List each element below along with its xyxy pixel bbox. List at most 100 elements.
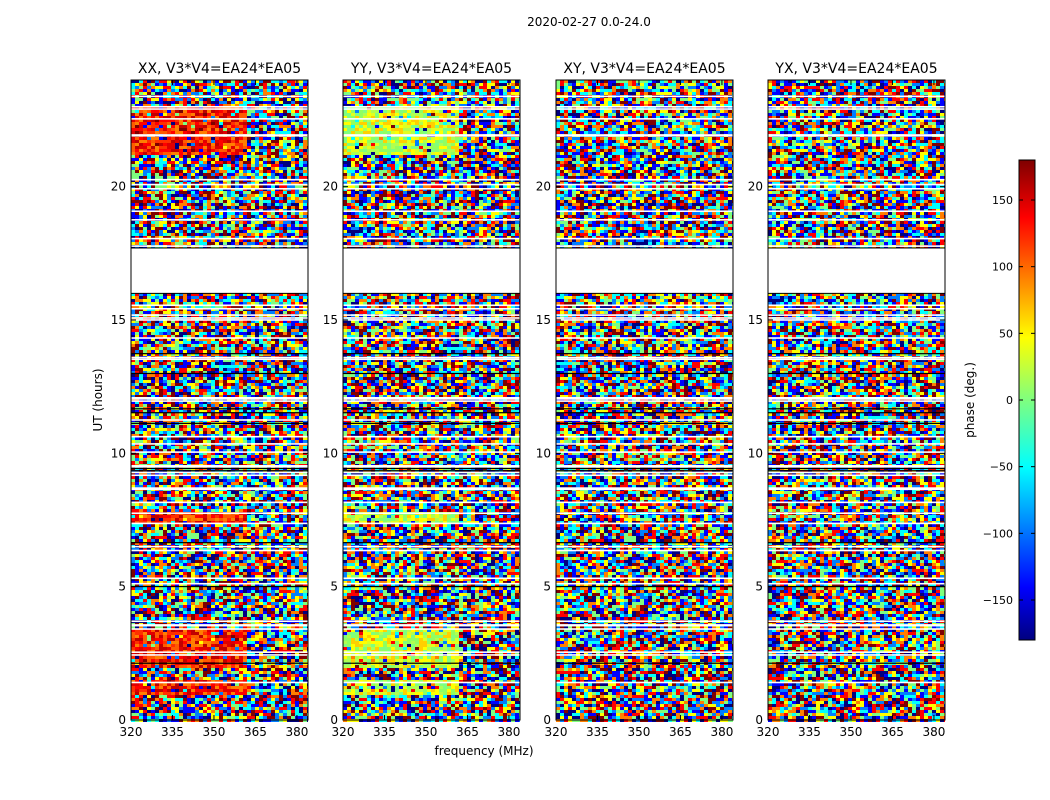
- heatmap-cell: [179, 158, 183, 161]
- heatmap-cell: [151, 143, 155, 146]
- heatmap-cell: [199, 359, 203, 362]
- heatmap-cell: [135, 185, 139, 188]
- heatmap-cell: [227, 320, 231, 323]
- heatmap-cell: [195, 344, 199, 347]
- heatmap-cell: [151, 206, 155, 209]
- heatmap-cell: [183, 323, 187, 326]
- heatmap-cell: [239, 113, 243, 116]
- heatmap-cell: [163, 335, 167, 338]
- heatmap-cell: [187, 110, 191, 113]
- heatmap-cell: [151, 86, 155, 89]
- heatmap-cell: [267, 164, 271, 167]
- heatmap-cell: [139, 200, 143, 203]
- heatmap-cell: [163, 377, 167, 380]
- heatmap-cell: [295, 383, 299, 386]
- heatmap-cell: [203, 341, 207, 344]
- heatmap-cell: [187, 341, 191, 344]
- heatmap-cell: [263, 293, 267, 296]
- heatmap-cell: [219, 296, 223, 299]
- heatmap-cell: [247, 119, 251, 122]
- heatmap-cell: [303, 119, 307, 122]
- heatmap-cell: [143, 368, 147, 371]
- heatmap-cell: [223, 311, 227, 314]
- heatmap-cell: [231, 164, 235, 167]
- heatmap-cell: [191, 395, 195, 398]
- heatmap-cell: [287, 152, 291, 155]
- heatmap-cell: [187, 305, 191, 308]
- heatmap-cell: [159, 362, 163, 365]
- heatmap-cell: [207, 122, 211, 125]
- heatmap-cell: [303, 326, 307, 329]
- heatmap-cell: [223, 185, 227, 188]
- heatmap-cell: [303, 167, 307, 170]
- heatmap-cell: [243, 323, 247, 326]
- heatmap-cell: [163, 353, 167, 356]
- heatmap-cell: [183, 176, 187, 179]
- heatmap-cell: [267, 101, 271, 104]
- heatmap-cell: [227, 359, 231, 362]
- heatmap-cell: [275, 182, 279, 185]
- heatmap-cell: [283, 104, 287, 107]
- heatmap-cell: [303, 362, 307, 365]
- heatmap-cell: [227, 386, 231, 389]
- heatmap-cell: [271, 215, 275, 218]
- heatmap-cell: [187, 239, 191, 242]
- heatmap-cell: [283, 353, 287, 356]
- heatmap-cell: [275, 152, 279, 155]
- heatmap-cell: [175, 140, 179, 143]
- heatmap-cell: [135, 89, 139, 92]
- heatmap-cell: [175, 200, 179, 203]
- heatmap-cell: [223, 80, 227, 83]
- heatmap-cell: [151, 236, 155, 239]
- heatmap-cell: [239, 329, 243, 332]
- heatmap-cell: [171, 83, 175, 86]
- heatmap-cell: [247, 236, 251, 239]
- heatmap-cell: [167, 320, 171, 323]
- heatmap-cell: [183, 344, 187, 347]
- heatmap-cell: [203, 224, 207, 227]
- heatmap-cell: [167, 332, 171, 335]
- heatmap-cell: [271, 116, 275, 119]
- heatmap-cell: [247, 323, 251, 326]
- heatmap-cell: [255, 305, 259, 308]
- heatmap-cell: [167, 158, 171, 161]
- heatmap-cell: [295, 119, 299, 122]
- heatmap-cell: [263, 392, 267, 395]
- heatmap-cell: [283, 230, 287, 233]
- heatmap-cell: [287, 215, 291, 218]
- heatmap-cell: [151, 200, 155, 203]
- heatmap-cell: [171, 125, 175, 128]
- heatmap-cell: [183, 98, 187, 101]
- heatmap-cell: [167, 170, 171, 173]
- heatmap-cell: [207, 392, 211, 395]
- heatmap-cell: [235, 368, 239, 371]
- heatmap-cell: [231, 143, 235, 146]
- heatmap-cell: [199, 197, 203, 200]
- heatmap-cell: [219, 341, 223, 344]
- heatmap-cell: [283, 365, 287, 368]
- heatmap-cell: [283, 329, 287, 332]
- heatmap-cell: [151, 203, 155, 206]
- heatmap-cell: [243, 359, 247, 362]
- heatmap-cell: [171, 182, 175, 185]
- heatmap-cell: [131, 362, 135, 365]
- heatmap-cell: [231, 221, 235, 224]
- heatmap-cell: [203, 368, 207, 371]
- heatmap-cell: [135, 293, 139, 296]
- heatmap-cell: [203, 311, 207, 314]
- heatmap-cell: [143, 113, 147, 116]
- heatmap-cell: [299, 80, 303, 83]
- heatmap-cell: [131, 410, 135, 413]
- heatmap-cell: [155, 152, 159, 155]
- heatmap-cell: [159, 320, 163, 323]
- heatmap-cell: [259, 173, 263, 176]
- heatmap-cell: [171, 332, 175, 335]
- heatmap-cell: [171, 119, 175, 122]
- heatmap-cell: [183, 170, 187, 173]
- heatmap-cell: [183, 173, 187, 176]
- heatmap-cell: [299, 341, 303, 344]
- heatmap-cell: [211, 131, 215, 134]
- heatmap-cell: [271, 149, 275, 152]
- heatmap-cell: [291, 296, 295, 299]
- heatmap-cell: [287, 140, 291, 143]
